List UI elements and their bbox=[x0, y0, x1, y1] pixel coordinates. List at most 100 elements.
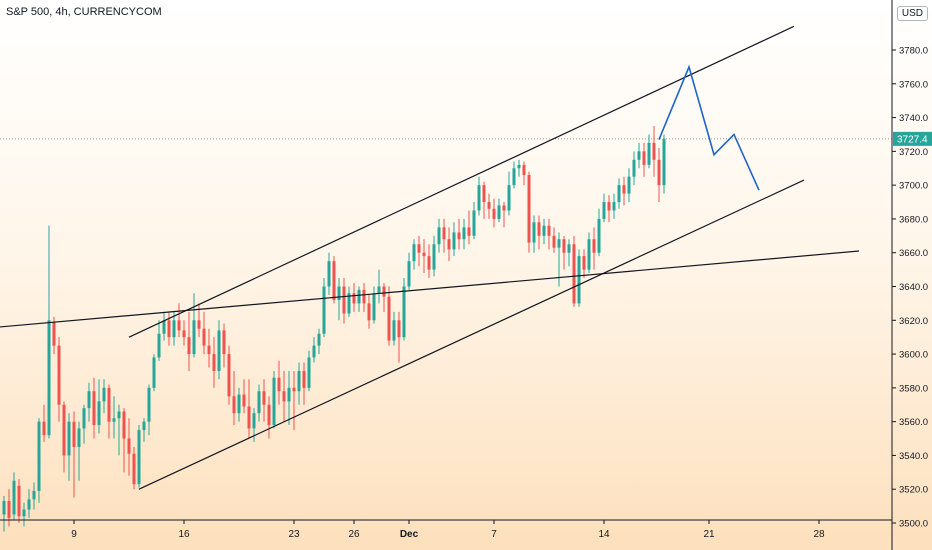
candle bbox=[232, 370, 236, 426]
candle bbox=[332, 256, 336, 304]
svg-text:3727.4: 3727.4 bbox=[897, 134, 928, 145]
candle bbox=[262, 379, 266, 422]
y-tick-label: 3700.0 bbox=[899, 181, 928, 192]
candle bbox=[432, 235, 436, 277]
candle bbox=[652, 126, 656, 177]
candle bbox=[472, 202, 476, 240]
x-tick-label: 23 bbox=[288, 529, 300, 540]
projection-path bbox=[658, 64, 760, 191]
candles bbox=[2, 126, 666, 532]
candle bbox=[477, 176, 481, 216]
candle bbox=[492, 198, 496, 228]
candle bbox=[382, 283, 386, 312]
x-tick-label: 14 bbox=[598, 529, 610, 540]
candle bbox=[412, 239, 416, 270]
candle bbox=[622, 176, 626, 206]
candle bbox=[447, 227, 451, 262]
x-tick-label: 9 bbox=[71, 529, 77, 540]
candle bbox=[62, 401, 66, 473]
candle bbox=[467, 210, 471, 245]
candle bbox=[242, 379, 246, 414]
candle bbox=[187, 311, 191, 371]
y-tick-label: 3540.0 bbox=[899, 451, 928, 462]
candle bbox=[2, 495, 6, 532]
candle bbox=[147, 384, 151, 436]
trendline[interactable] bbox=[0, 250, 860, 328]
candle bbox=[227, 345, 231, 405]
candle bbox=[627, 168, 631, 203]
candle bbox=[272, 370, 276, 429]
candle bbox=[42, 404, 46, 442]
candle bbox=[502, 202, 506, 228]
candle bbox=[247, 379, 251, 439]
candle bbox=[662, 134, 666, 194]
candle bbox=[312, 337, 316, 363]
trendlines bbox=[0, 25, 860, 490]
candle bbox=[402, 278, 406, 341]
candle bbox=[297, 362, 301, 405]
candle bbox=[117, 404, 121, 456]
y-tick-label: 3760.0 bbox=[899, 79, 928, 90]
candle bbox=[52, 316, 56, 355]
candle bbox=[37, 418, 41, 503]
candle bbox=[162, 311, 166, 341]
currency-button[interactable]: USD bbox=[896, 6, 928, 21]
y-tick-label: 3740.0 bbox=[899, 113, 928, 124]
candle bbox=[97, 379, 101, 434]
candle bbox=[427, 244, 431, 279]
y-tick-label: 3600.0 bbox=[899, 350, 928, 361]
candle bbox=[537, 215, 541, 250]
candle bbox=[12, 472, 16, 520]
candle bbox=[542, 218, 546, 245]
candle bbox=[287, 370, 291, 426]
candle bbox=[92, 377, 96, 439]
candle bbox=[107, 384, 111, 439]
candle bbox=[277, 360, 281, 405]
candle bbox=[152, 354, 156, 392]
candle bbox=[607, 195, 611, 223]
y-tick-label: 3560.0 bbox=[899, 417, 928, 428]
candle bbox=[87, 382, 91, 422]
candle bbox=[507, 171, 511, 216]
candle bbox=[342, 278, 346, 324]
candle bbox=[442, 218, 446, 253]
candle bbox=[647, 134, 651, 169]
candle bbox=[137, 425, 141, 488]
candle bbox=[587, 232, 591, 273]
candle bbox=[207, 328, 211, 368]
candle bbox=[567, 239, 571, 267]
candle bbox=[657, 147, 661, 203]
candle bbox=[577, 249, 581, 307]
candle bbox=[462, 218, 466, 250]
y-tick-label: 3660.0 bbox=[899, 248, 928, 259]
trendline[interactable] bbox=[128, 25, 795, 338]
candle bbox=[522, 161, 526, 186]
candle bbox=[422, 239, 426, 273]
candle bbox=[202, 311, 206, 355]
candle bbox=[357, 286, 361, 312]
x-tick-label: 16 bbox=[178, 529, 190, 540]
y-tick-label: 3620.0 bbox=[899, 316, 928, 327]
candle bbox=[142, 418, 146, 442]
candle bbox=[372, 286, 376, 324]
candle bbox=[642, 142, 646, 177]
candle bbox=[352, 283, 356, 312]
candle bbox=[77, 421, 81, 481]
candle bbox=[122, 408, 126, 473]
candle bbox=[22, 502, 26, 527]
candle bbox=[172, 311, 176, 346]
candle bbox=[547, 218, 551, 250]
trendline[interactable] bbox=[138, 179, 805, 490]
candle bbox=[182, 320, 186, 346]
candle bbox=[237, 387, 241, 422]
candle bbox=[347, 286, 351, 317]
candle bbox=[592, 227, 596, 270]
x-tick-label: 7 bbox=[491, 529, 497, 540]
candle bbox=[127, 418, 131, 476]
candle bbox=[632, 151, 636, 186]
candle bbox=[597, 208, 601, 257]
projection-line[interactable] bbox=[658, 64, 760, 191]
y-tick-label: 3580.0 bbox=[899, 383, 928, 394]
candle bbox=[562, 235, 566, 270]
